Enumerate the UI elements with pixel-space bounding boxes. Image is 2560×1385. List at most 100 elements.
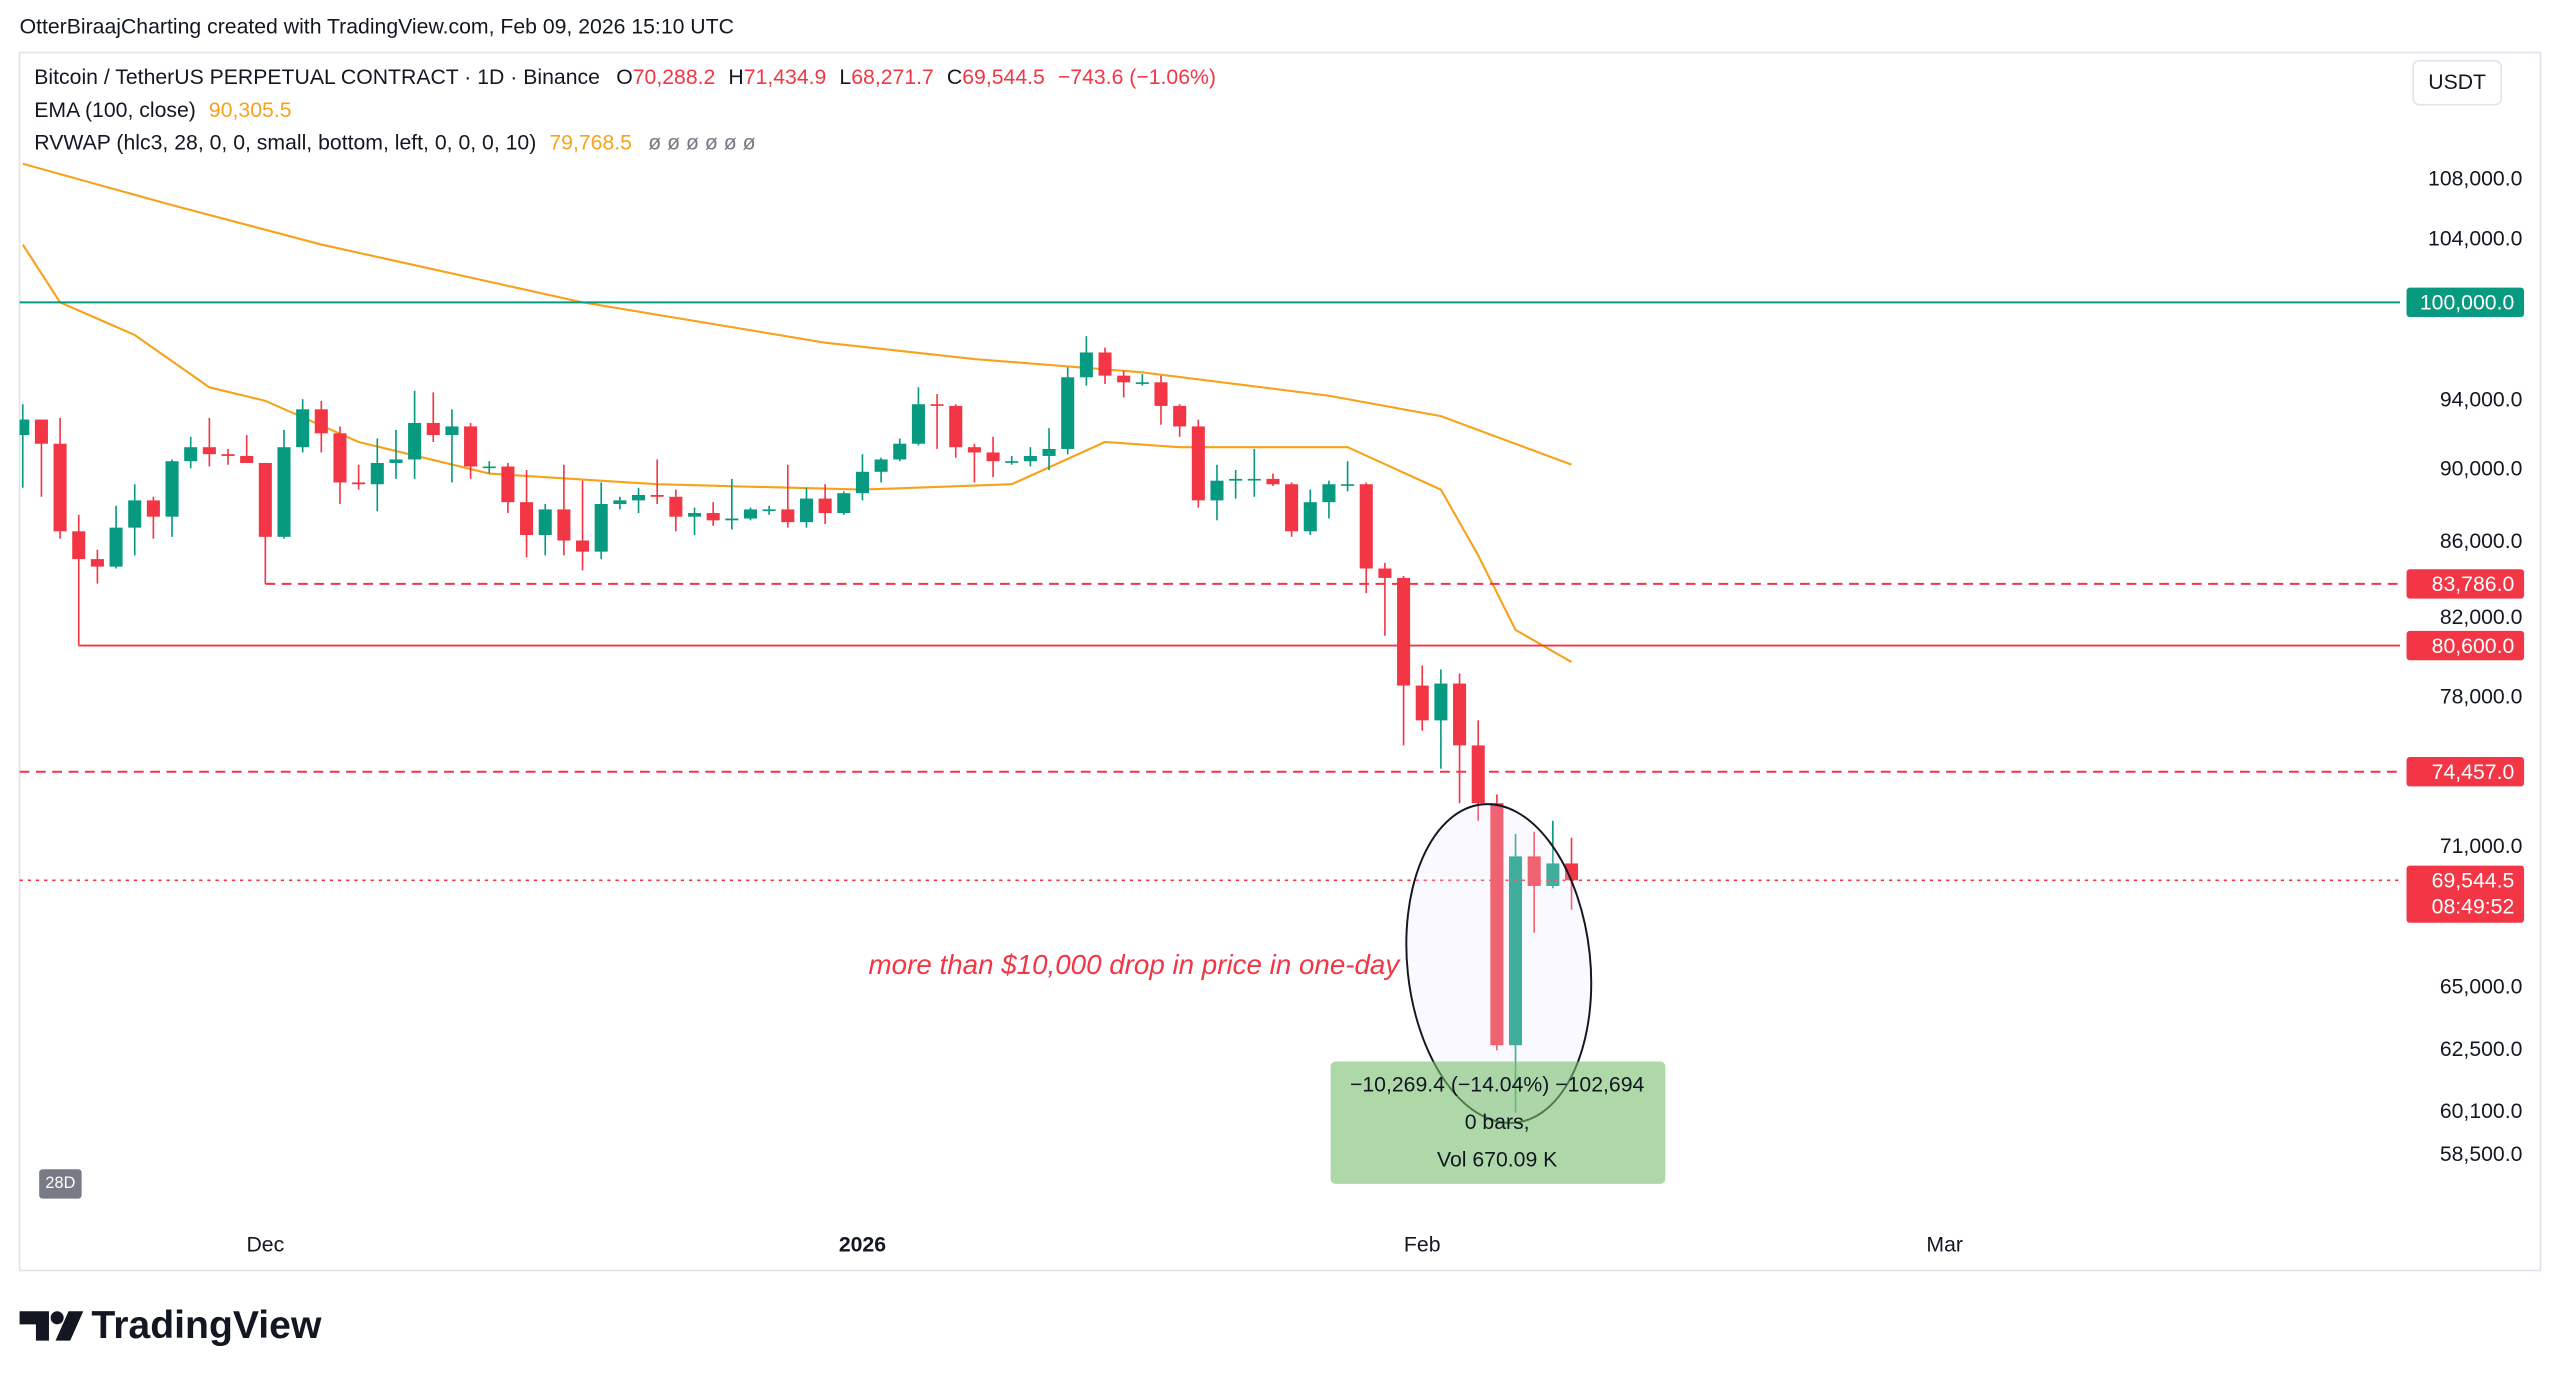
candle-body [1154,382,1168,406]
price-level-label: 100,000.0 [2420,292,2514,315]
y-tick-label: 90,000.0 [2440,458,2523,481]
currency-button[interactable] [2412,59,2503,106]
candle-body [72,531,86,560]
countdown: 08:49:52 [2432,896,2515,919]
indicator-line [21,243,1573,664]
legend-text: 69,544.5 [962,66,1045,89]
candle-body [557,509,571,541]
legend-text: C [947,66,962,89]
candle-body [1229,478,1243,481]
candle-body [1023,455,1037,462]
price-level-tag [2406,569,2525,599]
candle-body [109,527,123,567]
chart-frame [18,51,2542,1272]
candle-body [482,466,496,469]
y-tick-label: 71,000.0 [2440,835,2523,858]
last-price-label: 69,544.5 [2432,870,2515,893]
candle-body [781,509,795,523]
candle-body [911,404,925,444]
candle-body [333,433,347,483]
y-tick-label: 82,000.0 [2440,606,2523,629]
legend-text: EMA (100, close) [34,99,196,122]
candle-body [743,509,758,519]
candle-body [799,498,813,523]
candle-body [762,509,776,512]
candle-body [1303,502,1317,532]
candle-body [146,500,160,517]
candle-body [1397,577,1411,686]
candle-body [967,447,981,453]
candle-body [1378,568,1392,578]
candle-body [1191,426,1205,501]
candle-body [706,513,720,521]
candle-body [165,461,179,517]
legend-text: O [616,66,633,89]
legend-text: 68,271.7 [851,66,934,89]
candle-body [1564,863,1579,881]
price-level-label: 80,600.0 [2432,635,2515,658]
measure-text: −10,269.4 (−14.04%) −102,694 [1350,1074,1645,1097]
price-level-tag [2406,757,2525,787]
candle-body [687,513,702,517]
candle-body [1509,856,1523,1046]
candle-body [1266,478,1280,485]
candle-body [1490,803,1504,1046]
price-level-label: 83,786.0 [2432,573,2515,596]
candle-body [128,500,142,528]
candle-body [464,426,478,467]
candle-body [1527,856,1541,886]
last-price-tag [2406,865,2525,923]
legend-text: H [728,66,743,89]
candle-body [669,496,683,517]
price-level-label: 74,457.0 [2432,761,2515,784]
candle-body [1415,685,1429,721]
currency[interactable]: USDT [2428,71,2486,94]
y-tick-label: 58,500.0 [2440,1143,2523,1166]
candle-body [1098,352,1112,376]
candle-body [1061,377,1075,449]
candle-body [1341,484,1355,486]
y-tick-label: 86,000.0 [2440,530,2523,553]
candle-body [90,559,104,567]
legend-text: 70,288.2 [633,66,716,89]
candle-body [594,503,608,552]
legend-text: 90,305.5 [209,99,292,122]
x-tick-label: 2026 [839,1234,886,1257]
candle-body [930,404,944,406]
candle-body [221,454,235,456]
candle-body [426,422,440,436]
candle-body [202,447,216,455]
candle-body [520,502,534,535]
candle-body [893,443,907,460]
candle-body [1135,382,1149,384]
candle-body [1005,461,1019,463]
candle-body [1173,405,1187,427]
candle-body [296,409,310,448]
candle-body [1247,478,1261,481]
legend-text: Bitcoin / TetherUS PERPETUAL CONTRACT · … [34,66,600,89]
brand: TradingView [91,1304,322,1347]
candle-body [632,494,646,501]
candle-body [855,471,869,494]
x-tick-label: Feb [1404,1234,1441,1257]
candle-body [837,493,851,514]
candle-body [949,405,963,448]
measure-text: 0 bars, [1465,1111,1530,1134]
candle-body [184,447,198,462]
y-tick-label: 108,000.0 [2428,167,2522,190]
y-tick-label: 78,000.0 [2440,685,2523,708]
y-tick-label: 94,000.0 [2440,388,2523,411]
price-level-tag [2406,287,2525,318]
price-level-tag [2406,630,2525,661]
legend-text: ø ø ø ø ø ø [648,132,755,155]
badge-box [39,1169,82,1199]
candle-body [725,518,739,521]
legend-text: −743.6 (−1.06%) [1058,66,1216,89]
indicator-line [22,162,1572,466]
candle-body [258,462,272,537]
candle-body [352,482,366,485]
candle-body [650,494,664,497]
candle-body [1453,683,1467,746]
y-tick-label: 60,100.0 [2440,1100,2523,1123]
